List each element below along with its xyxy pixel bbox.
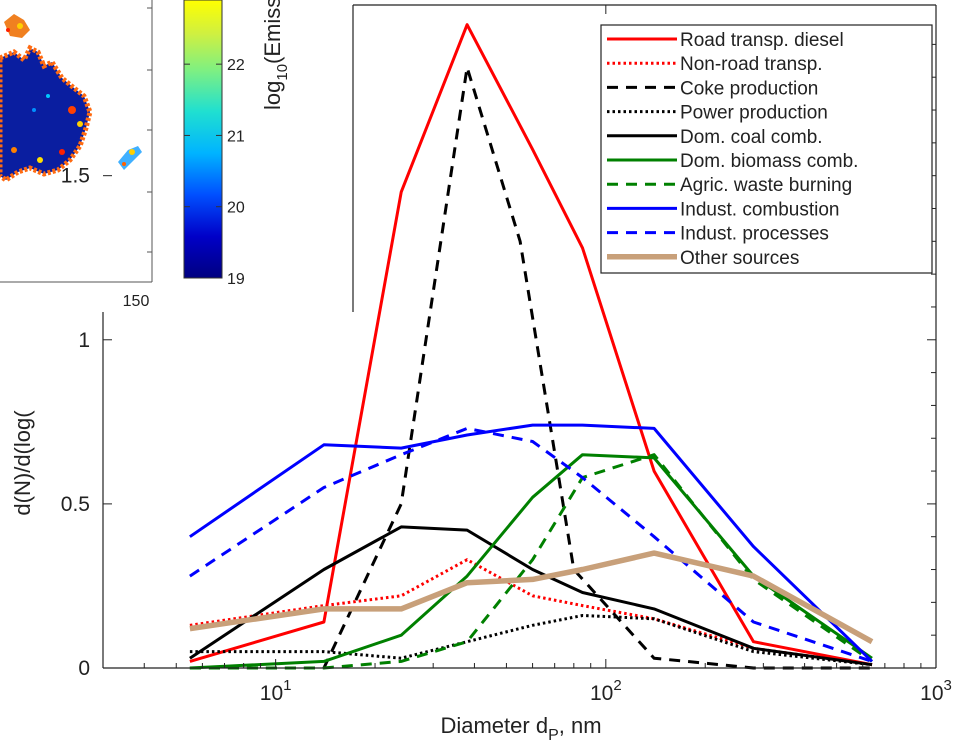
- series-line-1: [189, 23, 873, 667]
- legend-label: Dom. biomass comb.: [680, 151, 858, 172]
- series-layer: [189, 23, 874, 670]
- colorbar-tick-label: 20: [227, 200, 245, 217]
- x-tick-label: 103: [920, 677, 952, 705]
- legend: Road transp. diesel Non-road transp. Coke …: [600, 24, 933, 274]
- series-line-5: [189, 525, 873, 667]
- colorbar-label: log10(Emissio: [260, 0, 291, 110]
- colorbar-tick-label: 22: [227, 57, 245, 74]
- x-axis-label: Diameter dP, nm: [440, 713, 601, 744]
- legend-box: [600, 24, 933, 274]
- series-line-7: [189, 453, 873, 670]
- y-tick-label: 1: [78, 329, 90, 352]
- colorbar: 22 21 20 19 log10(Emissio: [183, 0, 291, 288]
- x-axis-ticks: 101 102 103: [102, 5, 952, 705]
- y-tick-label: 0: [78, 657, 90, 680]
- legend-label: Agric. waste burning: [680, 175, 852, 196]
- legend-label: Dom. coal comb.: [680, 127, 823, 148]
- colorbar-gradient: [183, 0, 223, 279]
- inset-map: 150: [0, 0, 153, 310]
- colorbar-ticks: 22 21 20 19: [184, 57, 245, 288]
- legend-label: Road transp. diesel: [680, 30, 844, 51]
- x-tick-label: 101: [260, 677, 292, 705]
- inset-map-tick-label: 150: [123, 293, 150, 310]
- legend-label: Indust. processes: [680, 224, 829, 245]
- legend-items: Road transp. diesel Non-road transp. Coke …: [607, 30, 858, 269]
- series-line-3: [189, 65, 872, 670]
- x-tick-label: 102: [590, 677, 622, 705]
- y-tick-label: 0.5: [61, 493, 90, 516]
- series-line-2: [189, 558, 873, 667]
- y-tick-label: 1.5: [61, 165, 90, 188]
- legend-label: Other sources: [680, 248, 799, 269]
- series-line-10: [189, 550, 874, 645]
- series-line-8: [189, 423, 874, 663]
- legend-label: Power production: [680, 103, 828, 124]
- australia-landmass: [0, 14, 142, 184]
- axes-occluder: [103, 312, 353, 668]
- legend-label: Coke production: [680, 78, 818, 99]
- colorbar-tick-label: 19: [227, 271, 245, 288]
- legend-label: Indust. combustion: [680, 199, 839, 220]
- axes-frame: [102, 4, 937, 669]
- series-line-9: [189, 426, 873, 663]
- y-axis-ticks: 0 0.5 1 1.5: [61, 43, 936, 680]
- series-line-6: [189, 453, 873, 670]
- y-axis-label: d(N)/d(log(: [10, 410, 35, 516]
- colorbar-tick-label: 21: [227, 128, 245, 145]
- legend-label: Non-road transp.: [680, 54, 823, 75]
